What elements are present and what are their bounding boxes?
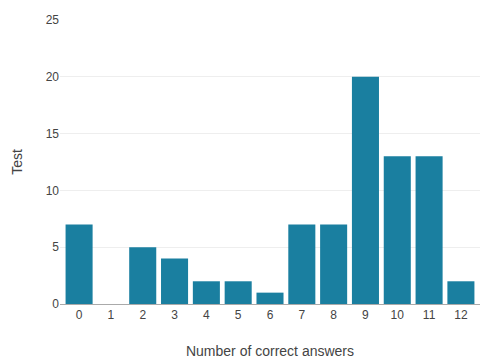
svg-text:10: 10 — [46, 184, 60, 198]
svg-text:0: 0 — [76, 308, 83, 322]
svg-text:2: 2 — [139, 308, 146, 322]
svg-text:5: 5 — [52, 240, 59, 254]
svg-text:11: 11 — [423, 308, 436, 322]
svg-text:20: 20 — [46, 70, 60, 84]
svg-text:6: 6 — [267, 308, 274, 322]
svg-text:3: 3 — [171, 308, 178, 322]
svg-text:4: 4 — [203, 308, 210, 322]
svg-text:8: 8 — [330, 308, 337, 322]
svg-text:0: 0 — [52, 297, 59, 311]
svg-text:15: 15 — [46, 127, 60, 141]
svg-text:9: 9 — [362, 308, 369, 322]
svg-text:12: 12 — [454, 308, 468, 322]
svg-text:25: 25 — [46, 13, 60, 27]
svg-text:5: 5 — [235, 308, 242, 322]
svg-text:Test: Test — [9, 149, 25, 175]
svg-text:10: 10 — [391, 308, 405, 322]
svg-text:Number of correct answers: Number of correct answers — [186, 343, 354, 359]
svg-text:1: 1 — [108, 308, 115, 322]
svg-text:7: 7 — [298, 308, 305, 322]
